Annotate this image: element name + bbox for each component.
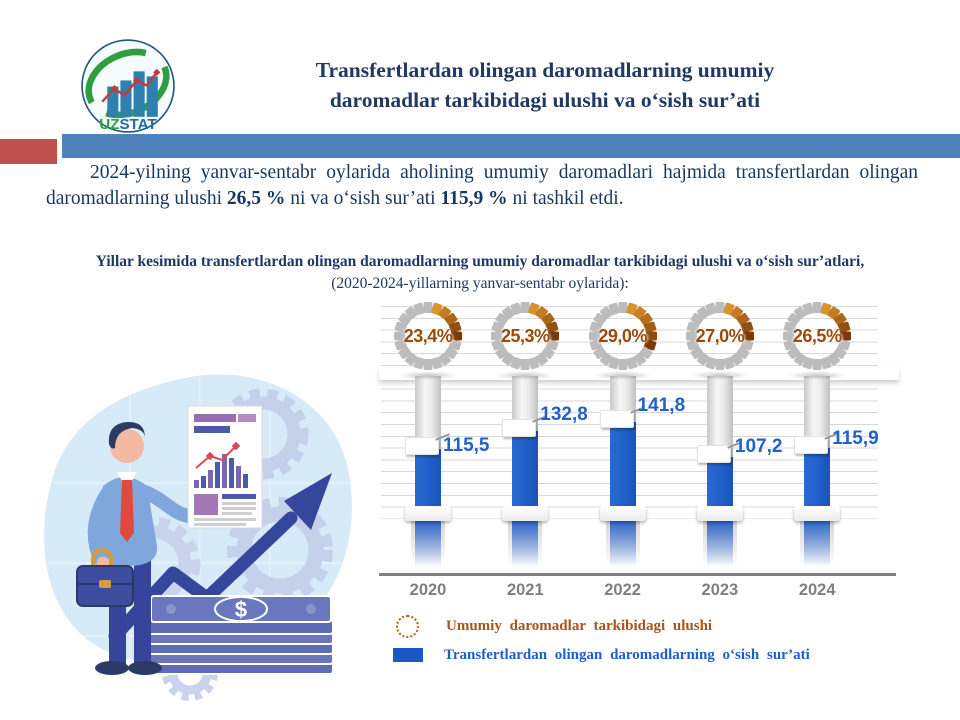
bar-reflection-2024 [804,521,831,571]
legend-share-label: Umumiy daromadlar tarkibidagi ulushi [446,617,713,634]
page-title-line1: Transfertlardan olingan daromadlarning u… [315,58,775,82]
money-stack-icon: $ [146,595,334,675]
page-title-line2: daromadlar tarkibidagi ulushi va o‘sish … [329,87,761,112]
bar-reflection-2022 [609,521,636,571]
uzstat-logo: UZSTAT [81,39,175,133]
logo-trend-line-icon [101,71,158,103]
donut-shelf [379,368,899,380]
donut-shadow [398,371,458,380]
chart: 115,5 23,4% 2020 132,8 25,3% 2021 141,8 29,0% 20… [379,302,899,620]
year-label-2023: 2023 [701,581,739,599]
legend-item-share: Umumiy daromadlar tarkibidagi ulushi [393,613,873,639]
mini-bar-chart [194,441,248,488]
share-label-2021: 25,3% [501,326,550,346]
logo-wordmark: UZSTAT [99,116,157,133]
businessman-illustration: $ [43,374,355,701]
donut-shadow [689,371,750,380]
bar-reflection-2023 [706,521,733,571]
intro-text: 2024-yilning yanvar-sentabr oylarida aho… [46,162,918,209]
value-callout-2022 [599,410,634,429]
header-red-block [0,139,57,164]
share-label-2023: 27,0% [695,326,745,346]
chart-heading-bold: Yillar kesimida transfertlardan olingan … [95,253,865,270]
share-ring-2022 [588,302,657,370]
share-label-2024: 26,5% [792,326,842,346]
chart-legend: Umumiy daromadlar tarkibidagi ulushi Tra… [393,613,873,671]
share-label-2020: 23,4% [403,326,453,346]
intro-text3: ni tashkil etdi. [507,187,624,209]
share-ring-2020 [394,302,462,370]
legend-item-growth: Transfertlardan olingan daromadlarning o… [393,642,873,668]
bar-2024 [804,448,831,514]
bar-2020 [415,448,441,514]
value-label-2023: 107,2 [734,435,783,457]
report-document [187,405,263,529]
bar-2023 [706,456,733,514]
column-base-slab [502,506,549,521]
year-label-2024: 2024 [798,581,836,599]
year-label-2022: 2022 [604,581,641,599]
column-base-slab [599,506,646,521]
value-callout-2023 [696,444,731,463]
legend-growth-label: Transfertlardan olingan daromadlarning o… [444,646,810,663]
svg-text:$: $ [235,597,247,622]
year-label-2021: 2021 [506,581,544,599]
gear-icon [227,497,333,603]
bar-reflection-2021 [512,521,539,571]
value-label-2021: 132,8 [540,404,588,426]
logo-bars-icon [107,71,158,117]
donut-shadow [787,371,848,380]
bar-reflection-2020 [415,521,441,571]
bar-2022 [609,422,636,514]
dotted-ring-icon [396,614,419,638]
share-label-2022: 29,0% [598,326,647,346]
value-callout-2024 [794,436,829,455]
header-blue-band [62,134,960,158]
share-ring-2023 [685,302,754,370]
value-label-2024: 115,9 [832,428,879,450]
value-callout-2021 [502,419,537,438]
value-callout-2020 [405,436,439,455]
bar-2021 [512,431,539,514]
intro-growth-value: 115,9 % [440,187,508,209]
chart-heading-normal: (2020-2024-yillarning yanvar-sentabr oyl… [331,274,629,292]
column-base-slab [405,506,451,521]
donut-shadow [495,371,556,380]
intro-paragraph: 2024-yilning yanvar-sentabr oylarida aho… [46,160,918,212]
value-label-2022: 141,8 [637,395,686,417]
chart-heading: Yillar kesimida transfertlardan olingan … [92,251,868,294]
briefcase-icon [76,548,134,607]
column-base-slab [696,506,743,521]
tie [120,480,134,542]
page-title: Transfertlardan olingan daromadlarning u… [205,56,885,115]
x-axis-line [379,573,896,576]
year-label-2020: 2020 [409,581,447,599]
intro-share-value: 26,5 % [226,187,286,209]
share-ring-2024 [783,302,852,370]
share-ring-2021 [491,302,560,370]
value-label-2020: 115,5 [443,434,490,456]
column-base-slab [794,506,841,521]
donut-shadow [592,371,653,380]
intro-text2: ni va o‘sish sur’ati [285,187,441,209]
bar-swatch-icon [393,648,423,662]
